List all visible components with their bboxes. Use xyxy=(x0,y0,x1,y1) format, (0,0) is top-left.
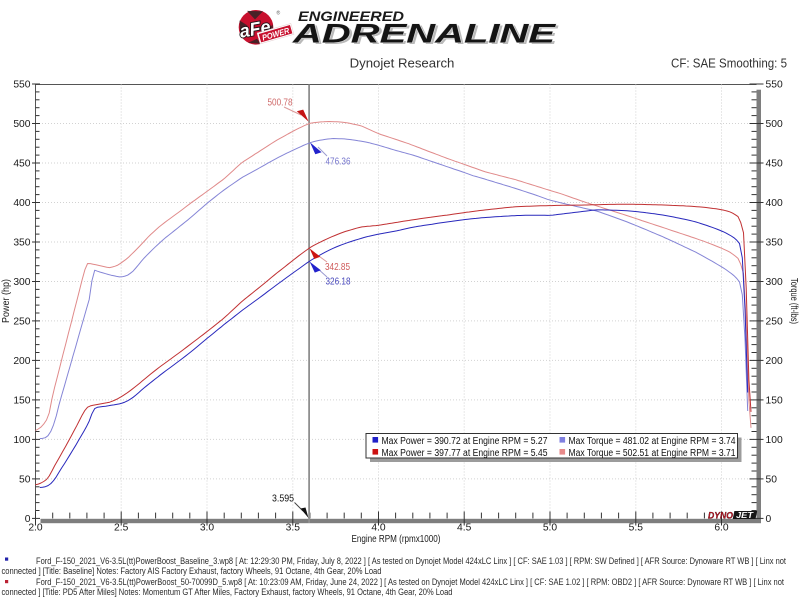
svg-text:Power (hp): Power (hp) xyxy=(1,279,12,323)
svg-text:550: 550 xyxy=(13,80,30,91)
svg-text:CF: SAE Smoothing: 5: CF: SAE Smoothing: 5 xyxy=(671,56,787,71)
svg-text:50: 50 xyxy=(19,475,31,486)
svg-text:Torque (ft-lbs): Torque (ft-lbs) xyxy=(788,278,799,324)
svg-text:150: 150 xyxy=(13,396,30,407)
svg-text:Dynojet Research: Dynojet Research xyxy=(350,56,455,71)
svg-text:250: 250 xyxy=(13,317,30,328)
svg-text:Max Torque = 481.02 at Engine: Max Torque = 481.02 at Engine RPM = 3.74 xyxy=(569,436,736,447)
svg-text:Ford_F-150_2021_V6-3.5L(tt)Pow: Ford_F-150_2021_V6-3.5L(tt)PowerBoost_Ba… xyxy=(36,556,786,566)
svg-text:ADRENALINE: ADRENALINE xyxy=(291,18,556,48)
svg-text:500.78: 500.78 xyxy=(268,97,293,109)
svg-text:500: 500 xyxy=(766,119,783,130)
svg-text:JET: JET xyxy=(736,511,754,520)
svg-text:®: ® xyxy=(277,10,281,17)
svg-text:ADRENALINE: ADRENALINE xyxy=(294,20,559,50)
svg-text:300: 300 xyxy=(13,277,30,288)
svg-text:450: 450 xyxy=(766,159,783,170)
svg-text:550: 550 xyxy=(766,80,783,91)
svg-text:3.595: 3.595 xyxy=(272,493,294,505)
svg-text:connected ] [Title: PD5 After: connected ] [Title: PD5 After Miles] Not… xyxy=(2,587,453,597)
svg-text:4.5: 4.5 xyxy=(457,523,472,534)
svg-text:3.5: 3.5 xyxy=(286,523,301,534)
svg-text:342.85: 342.85 xyxy=(325,261,350,273)
svg-text:200: 200 xyxy=(13,356,30,367)
svg-text:Max Power = 397.77 at Engine R: Max Power = 397.77 at Engine RPM = 5.45 xyxy=(382,448,548,459)
svg-text:Max Torque = 502.51 at Engine: Max Torque = 502.51 at Engine RPM = 3.71 xyxy=(569,448,736,459)
svg-text:100: 100 xyxy=(13,435,30,446)
svg-text:450: 450 xyxy=(13,159,30,170)
svg-text:50: 50 xyxy=(766,475,778,486)
svg-text:2.0: 2.0 xyxy=(28,523,43,534)
svg-text:Ford_F-150_2021_V6-3.5L(tt)Pow: Ford_F-150_2021_V6-3.5L(tt)PowerBoost_50… xyxy=(36,577,784,587)
svg-text:400: 400 xyxy=(766,198,783,209)
svg-text:350: 350 xyxy=(766,238,783,249)
svg-text:0: 0 xyxy=(766,514,772,525)
svg-text:5.5: 5.5 xyxy=(629,523,644,534)
svg-text:300: 300 xyxy=(766,277,783,288)
svg-text:400: 400 xyxy=(13,198,30,209)
svg-text:ENGINEERED: ENGINEERED xyxy=(298,9,404,24)
svg-text:Engine RPM (rpmx1000): Engine RPM (rpmx1000) xyxy=(352,534,441,545)
svg-text:4.0: 4.0 xyxy=(371,523,386,534)
svg-text:150: 150 xyxy=(766,396,783,407)
svg-text:connected ] [Title: Baseline]: connected ] [Title: Baseline] Notes: Fac… xyxy=(2,566,382,576)
svg-text:476.36: 476.36 xyxy=(326,156,351,168)
svg-text:250: 250 xyxy=(766,317,783,328)
svg-text:100: 100 xyxy=(766,435,783,446)
svg-text:2.5: 2.5 xyxy=(114,523,129,534)
svg-text:200: 200 xyxy=(766,356,783,367)
svg-text:326.18: 326.18 xyxy=(326,276,351,288)
svg-text:0: 0 xyxy=(25,514,31,525)
svg-text:Max Power = 390.72 at Engine R: Max Power = 390.72 at Engine RPM = 5.27 xyxy=(382,436,548,447)
svg-text:5.0: 5.0 xyxy=(543,523,558,534)
svg-text:6.0: 6.0 xyxy=(714,523,729,534)
svg-text:DYNO: DYNO xyxy=(708,510,733,520)
svg-text:350: 350 xyxy=(13,238,30,249)
svg-text:3.0: 3.0 xyxy=(200,523,215,534)
svg-text:500: 500 xyxy=(13,119,30,130)
